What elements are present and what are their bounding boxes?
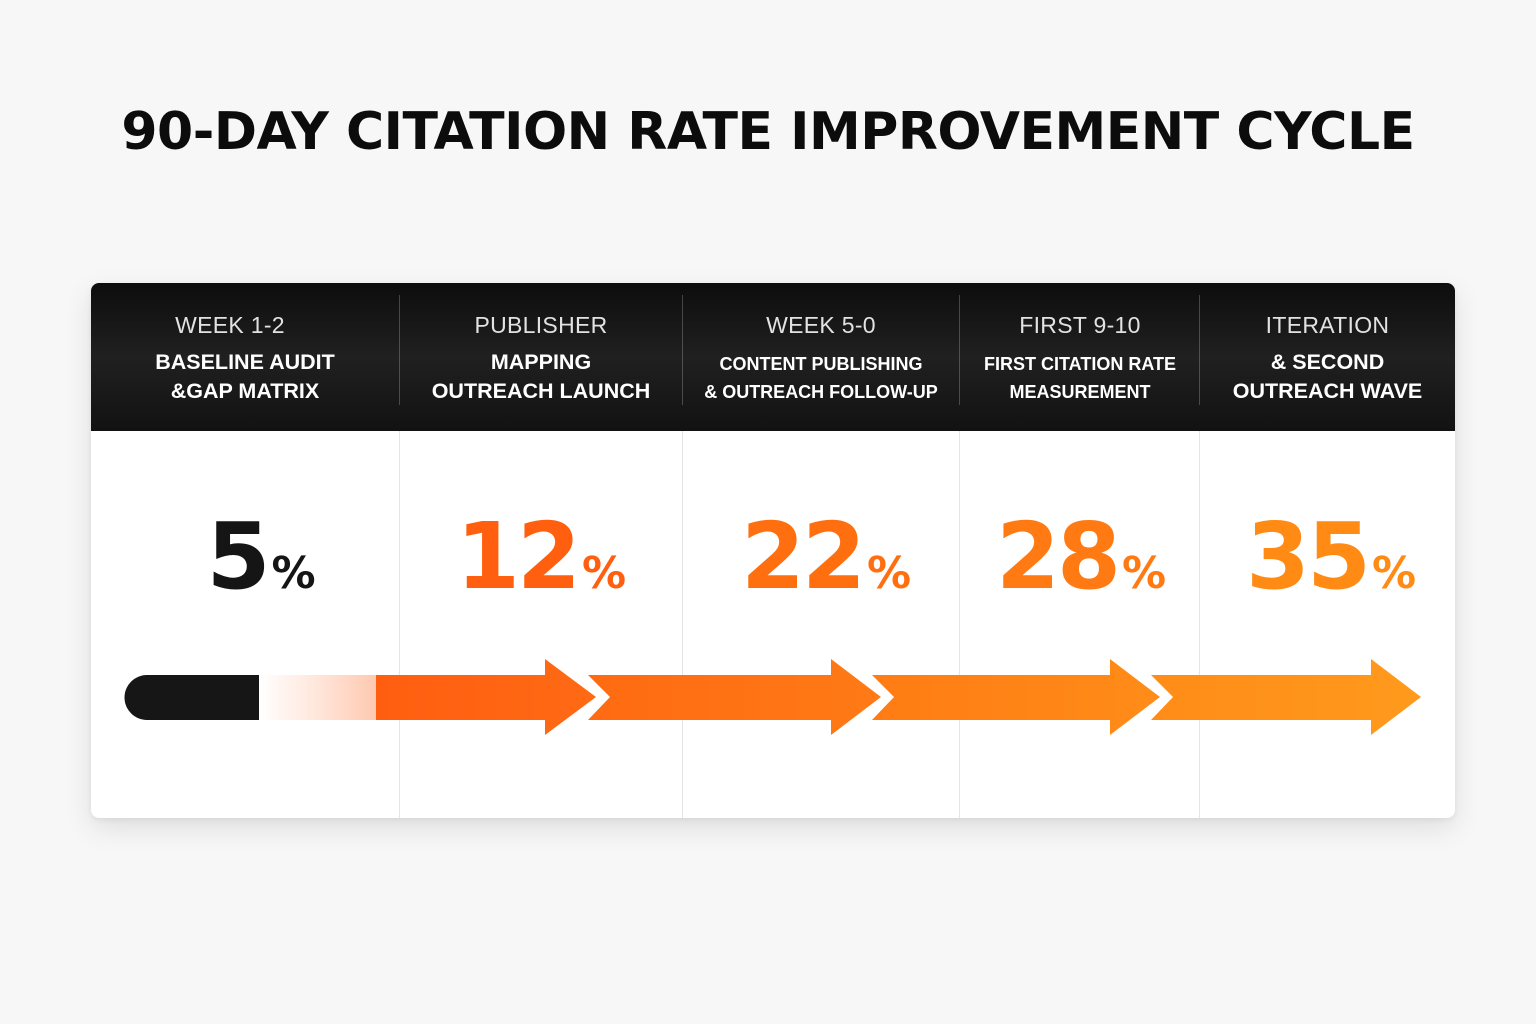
- progress-arrow: [1151, 659, 1421, 735]
- page-title: 90-DAY CITATION RATE IMPROVEMENT CYCLE: [0, 102, 1536, 162]
- baseline-bar: [125, 675, 260, 720]
- transition-segment: [259, 675, 377, 720]
- progress-arrow: [376, 659, 596, 735]
- progress-timeline: [91, 283, 1455, 818]
- progress-arrow: [872, 659, 1160, 735]
- phase-board: WEEK 1-2 BASELINE AUDIT &GAP MATRIX PUBL…: [91, 283, 1455, 818]
- progress-arrow: [588, 659, 881, 735]
